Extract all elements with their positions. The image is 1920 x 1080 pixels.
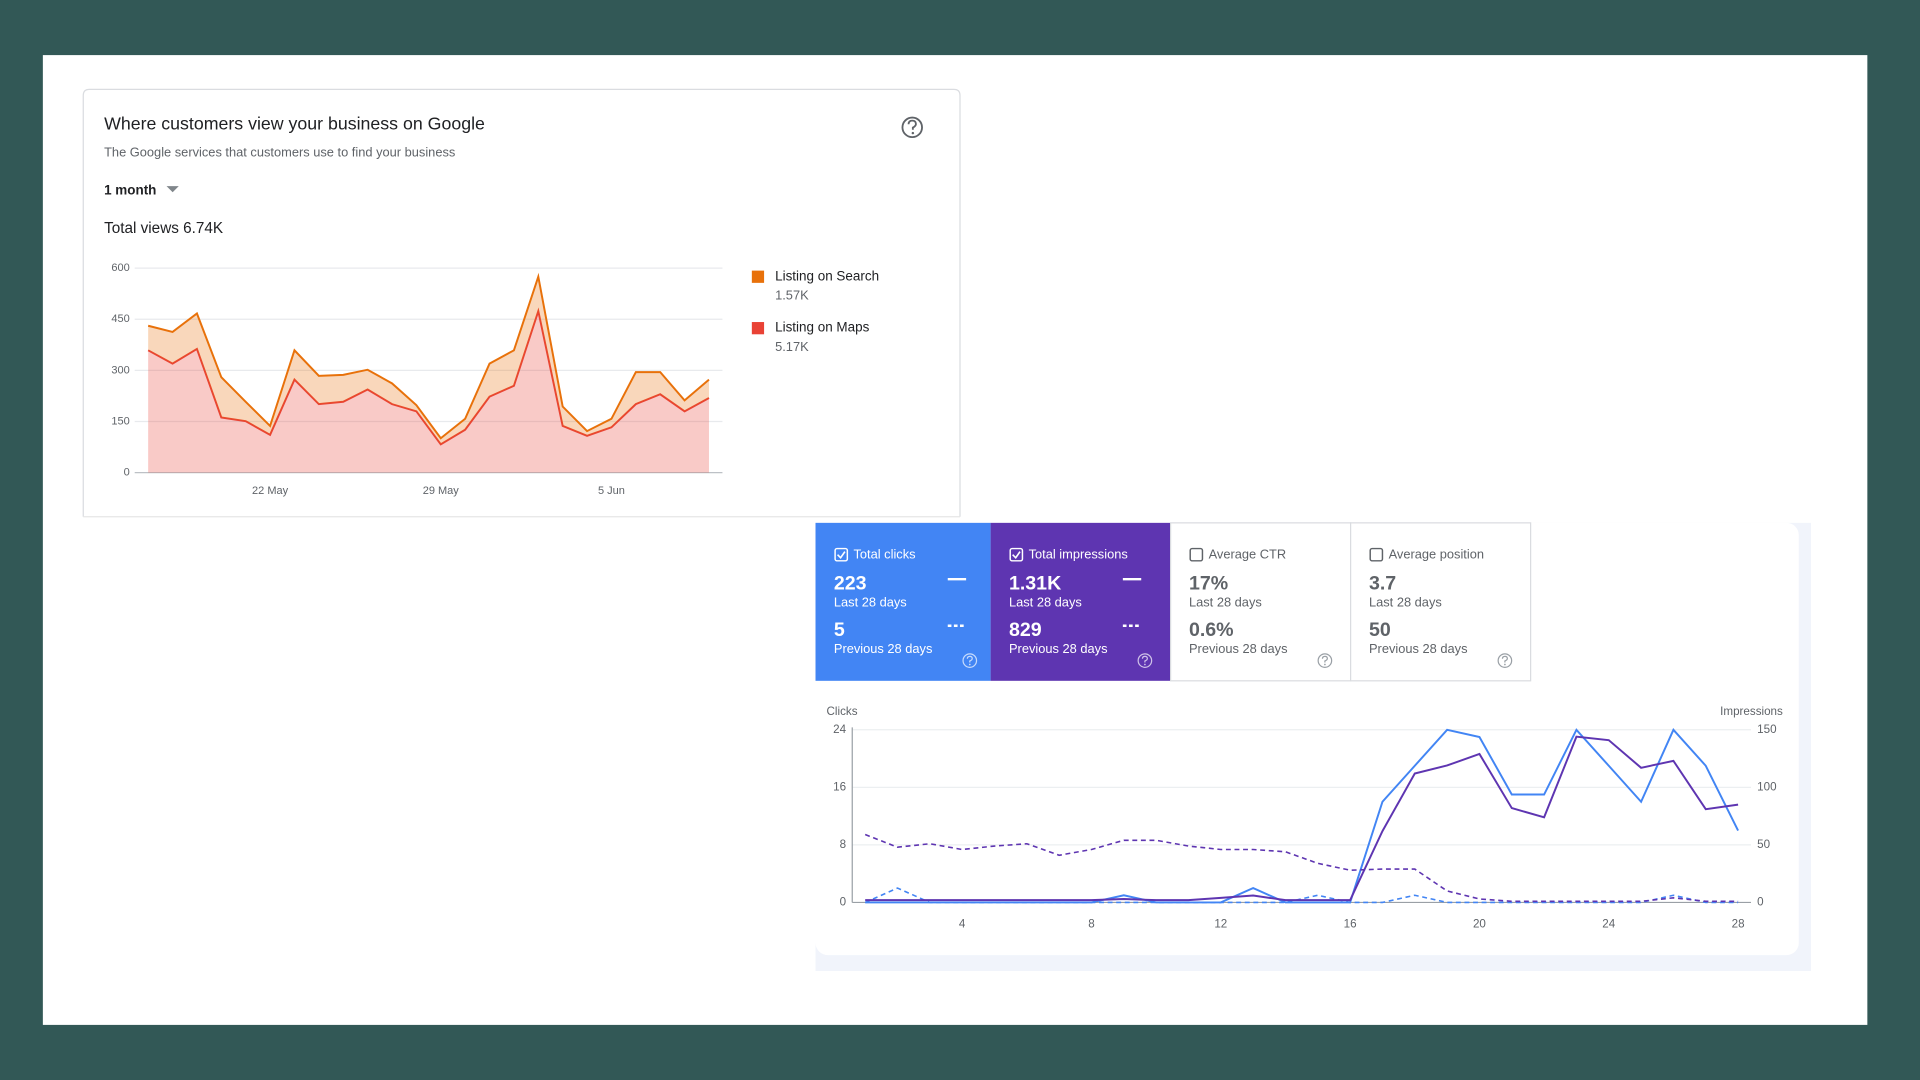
x-tick-label: 24 bbox=[1602, 918, 1615, 931]
help-circle bbox=[1137, 653, 1153, 668]
total-views: Total views 6.74K bbox=[104, 220, 224, 237]
card-current-label: Last 28 days bbox=[1009, 594, 1082, 609]
card-title: Average position bbox=[1389, 547, 1484, 562]
y2-axis-label: Impressions bbox=[1720, 705, 1783, 718]
x-tick-label: 29 May bbox=[423, 485, 460, 497]
y-tick-label: 0 bbox=[840, 896, 847, 909]
card-previous: 5 bbox=[834, 619, 845, 641]
card-current: 223 bbox=[834, 572, 867, 594]
card-current-label: Last 28 days bbox=[1369, 594, 1442, 609]
card-previous: 0.6% bbox=[1189, 619, 1234, 641]
card-current: 3.7 bbox=[1369, 572, 1396, 594]
chart-title: Where customers view your business on Go… bbox=[104, 114, 485, 134]
y-tick-label: 16 bbox=[833, 780, 846, 793]
checkmark bbox=[1012, 551, 1021, 559]
y-tick-label: 8 bbox=[840, 838, 846, 851]
card-current: 1.31K bbox=[1009, 572, 1061, 594]
legend-total: 1.57K bbox=[775, 288, 809, 303]
y-tick-label: 600 bbox=[111, 262, 129, 274]
x-tick-label: 20 bbox=[1473, 918, 1486, 931]
help-dot[interactable] bbox=[911, 131, 915, 135]
dropdown-arrow[interactable] bbox=[166, 186, 179, 193]
help-dot bbox=[1324, 663, 1326, 666]
legend-label: Listing on Maps bbox=[775, 320, 869, 335]
help-circle[interactable] bbox=[901, 116, 923, 139]
x-tick-label: 8 bbox=[1088, 918, 1094, 931]
chart-subtitle: The Google services that customers use t… bbox=[104, 144, 455, 159]
help-glyph bbox=[1501, 655, 1508, 663]
card-previous: 829 bbox=[1009, 619, 1042, 641]
help-glyph bbox=[1321, 655, 1328, 663]
checkbox[interactable] bbox=[834, 547, 849, 562]
views-chart: 0 150 300 450 600 22 May 29 May 5 Jun Listing on… bbox=[111, 262, 879, 497]
x-tick-label: 22 May bbox=[252, 485, 289, 497]
y-tick-label: 450 bbox=[111, 313, 129, 325]
help-glyph bbox=[966, 655, 973, 663]
card-bg[interactable] bbox=[1350, 522, 1532, 682]
help-circle bbox=[1317, 653, 1333, 668]
area-line bbox=[147, 272, 710, 440]
legend-total: 5.17K bbox=[775, 339, 809, 354]
legend-label: Listing on Search bbox=[775, 268, 879, 283]
help-dot bbox=[968, 663, 971, 666]
y-axis-label: Clicks bbox=[827, 705, 858, 718]
area-fill bbox=[148, 311, 709, 473]
x-tick-label: 5 Jun bbox=[598, 485, 625, 497]
series-line bbox=[865, 735, 1739, 902]
series-line bbox=[864, 833, 1739, 903]
legend-swatch bbox=[751, 270, 765, 283]
views-card bbox=[82, 88, 961, 517]
help-circle bbox=[962, 653, 978, 668]
card-title: Total clicks bbox=[853, 547, 915, 562]
checkbox[interactable] bbox=[1189, 547, 1204, 562]
card-previous-label: Previous 28 days bbox=[1009, 641, 1108, 656]
help-circle bbox=[1497, 653, 1513, 668]
y-tick-label: 0 bbox=[124, 467, 130, 479]
help-dot bbox=[1504, 663, 1506, 666]
help-glyph[interactable] bbox=[907, 119, 917, 130]
checkmark bbox=[836, 551, 846, 559]
card-previous-label: Previous 28 days bbox=[834, 641, 933, 656]
legend-swatch bbox=[751, 322, 765, 335]
x-tick-label: 12 bbox=[1214, 918, 1227, 931]
y-tick-label: 24 bbox=[833, 723, 846, 736]
card-current-label: Last 28 days bbox=[834, 594, 907, 609]
x-tick-label: 16 bbox=[1344, 918, 1357, 931]
metric-card[interactable]: Average CTR 17%Last 28 days 0.6%Previous 2… bbox=[1170, 522, 1352, 682]
help-glyph bbox=[1141, 655, 1148, 663]
card-current-label: Last 28 days bbox=[1189, 594, 1262, 609]
x-tick-label: 28 bbox=[1732, 918, 1745, 931]
card-title: Total impressions bbox=[1029, 547, 1128, 562]
period-dropdown[interactable]: 1 month bbox=[104, 183, 156, 198]
card-previous: 50 bbox=[1369, 619, 1391, 641]
series-line bbox=[865, 728, 1739, 904]
y2-tick-label: 100 bbox=[1757, 780, 1777, 793]
card-previous-label: Previous 28 days bbox=[1189, 641, 1288, 656]
area-line bbox=[147, 307, 710, 446]
y2-tick-label: 50 bbox=[1757, 838, 1770, 851]
card-title: Average CTR bbox=[1209, 547, 1287, 562]
y2-tick-label: 150 bbox=[1757, 723, 1777, 736]
x-tick-label: 4 bbox=[959, 918, 966, 931]
checkbox[interactable] bbox=[1369, 547, 1384, 562]
y-tick-label: 150 bbox=[111, 415, 129, 427]
help-icon[interactable] bbox=[901, 116, 923, 139]
card-previous-label: Previous 28 days bbox=[1369, 641, 1468, 656]
y-tick-label: 300 bbox=[111, 364, 129, 376]
checkbox[interactable] bbox=[1009, 547, 1024, 562]
card-current: 17% bbox=[1189, 572, 1228, 594]
y2-tick-label: 0 bbox=[1757, 896, 1764, 909]
help-dot bbox=[1144, 663, 1146, 666]
